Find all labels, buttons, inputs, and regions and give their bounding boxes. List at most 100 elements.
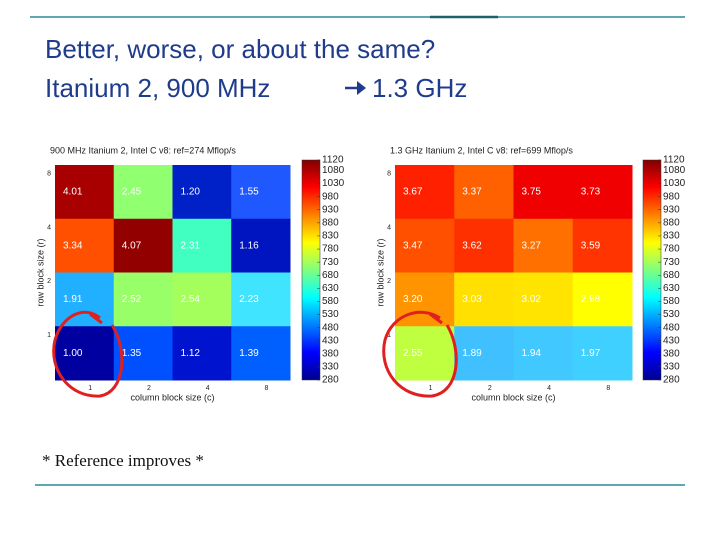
cell-label: 2.45 (122, 187, 142, 198)
cell-label: 3.67 (403, 187, 423, 198)
colorbar-tick-label: 980 (663, 191, 680, 202)
colorbar-tick-label: 330 (663, 362, 680, 373)
colorbar (642, 159, 662, 381)
cell-label: 1.00 (63, 348, 83, 359)
y-tick-label: 1 (387, 332, 391, 339)
annotation-stroke (89, 312, 103, 325)
cell-label: 1.16 (239, 240, 259, 251)
colorbar-tick-label: 530 (322, 309, 339, 320)
colorbar-tick-label: 380 (322, 348, 339, 359)
x-axis-label: column block size (c) (130, 392, 214, 402)
x-axis-label: column block size (c) (471, 392, 555, 402)
colorbar-tick-label: 280 (663, 375, 680, 386)
heat-cell (113, 272, 173, 327)
heat-cell (172, 326, 232, 381)
heat-cell (513, 272, 574, 327)
cell-label: 3.27 (522, 240, 542, 251)
colorbar-tick-label: 580 (322, 296, 339, 307)
y-axis-label: row block size (r) (375, 238, 385, 306)
x-tick-label: 8 (265, 385, 269, 392)
y-tick-label: 2 (387, 278, 391, 285)
colorbar-tick-label: 1120 (322, 155, 344, 166)
heat-cell (231, 326, 291, 381)
colorbar-tick-label: 430 (663, 335, 680, 346)
cell-label: 1.20 (181, 187, 201, 198)
charts: 900 MHz Itanium 2, Intel C v8: ref=274 M… (35, 145, 685, 402)
colorbar-tick-label: 1030 (663, 178, 686, 189)
colorbar-tick-label: 780 (322, 244, 339, 255)
heat-cell (454, 326, 514, 381)
cell-label: 3.75 (522, 187, 542, 198)
x-tick-label: 2 (147, 385, 151, 392)
heat-cell (572, 218, 633, 273)
cell-label: 3.34 (63, 240, 83, 251)
cell-label: 1.12 (181, 348, 201, 359)
note: * Reference improves * (42, 451, 204, 470)
colorbar-tick-label: 780 (663, 244, 680, 255)
heat-cell (513, 165, 574, 220)
cell-label: 2.55 (403, 348, 423, 359)
colorbar-tick-label: 580 (663, 296, 680, 307)
heat-cell (572, 165, 633, 220)
cell-label: 1.39 (239, 348, 259, 359)
cell-label: 1.89 (462, 348, 482, 359)
cell-label: 3.47 (403, 240, 423, 251)
cell-label: 3.20 (403, 294, 423, 305)
colorbar-tick-label: 830 (322, 231, 339, 242)
annotation-circle (52, 310, 124, 398)
colorbar-tick-label: 530 (663, 309, 680, 320)
cell-label: 1.97 (581, 348, 601, 359)
cell-label: 4.07 (122, 240, 142, 251)
cell-label: 3.37 (462, 187, 482, 198)
cell-label: 1.35 (122, 348, 142, 359)
heat-cell (513, 218, 574, 273)
heat-cell (395, 272, 455, 327)
heat-cell (231, 272, 291, 327)
y-tick-label: 8 (387, 171, 391, 178)
heat-cell (172, 218, 232, 273)
colorbar-tick-label: 880 (322, 217, 339, 228)
colorbar-tick-label: 480 (663, 322, 680, 333)
y-axis-label: row block size (r) (35, 238, 45, 306)
colorbar-tick-label: 930 (663, 204, 680, 215)
colorbar-tick-label: 630 (663, 283, 680, 294)
x-tick-label: 1 (429, 385, 433, 392)
heat-cell (395, 218, 455, 273)
heat-cell (113, 326, 173, 381)
slide-subtitle-from: Itanium 2, 900 MHz (45, 73, 270, 103)
colorbar (301, 159, 321, 381)
colorbar-tick-label: 430 (322, 335, 339, 346)
y-tick-label: 2 (47, 278, 51, 285)
x-tick-label: 4 (547, 385, 551, 392)
heat-cell (572, 326, 633, 381)
heat-cell (454, 272, 514, 327)
cell-label: 2.23 (239, 294, 259, 305)
cell-label: 2.98 (581, 294, 601, 305)
heat-cell (113, 165, 173, 220)
colorbar-tick-label: 930 (322, 204, 339, 215)
x-tick-label: 8 (606, 385, 610, 392)
heat-cell (55, 165, 115, 220)
cell-label: 2.52 (122, 294, 142, 305)
chart-title: 900 MHz Itanium 2, Intel C v8: ref=274 M… (50, 145, 236, 155)
colorbar-tick-label: 1030 (322, 178, 345, 189)
colorbar-tick-label: 280 (322, 375, 339, 386)
cell-label: 3.02 (522, 294, 542, 305)
heat-cell (55, 326, 115, 381)
slide-subtitle-to: 1.3 GHz (372, 73, 467, 103)
colorbar-tick-label: 880 (663, 217, 680, 228)
cell-label: 3.59 (581, 240, 601, 251)
cell-label: 3.62 (462, 240, 482, 251)
annotation-stroke (429, 312, 443, 325)
y-tick-label: 4 (47, 224, 51, 231)
cell-label: 2.54 (181, 294, 201, 305)
colorbar-tick-label: 380 (663, 348, 680, 359)
heat-cell (395, 326, 455, 381)
x-tick-label: 2 (488, 385, 492, 392)
y-tick-label: 4 (387, 224, 391, 231)
heat-cell (231, 218, 291, 273)
cell-label: 4.01 (63, 187, 83, 198)
slide-title: Better, worse, or about the same? (45, 34, 435, 64)
colorbar-tick-label: 730 (663, 257, 680, 268)
